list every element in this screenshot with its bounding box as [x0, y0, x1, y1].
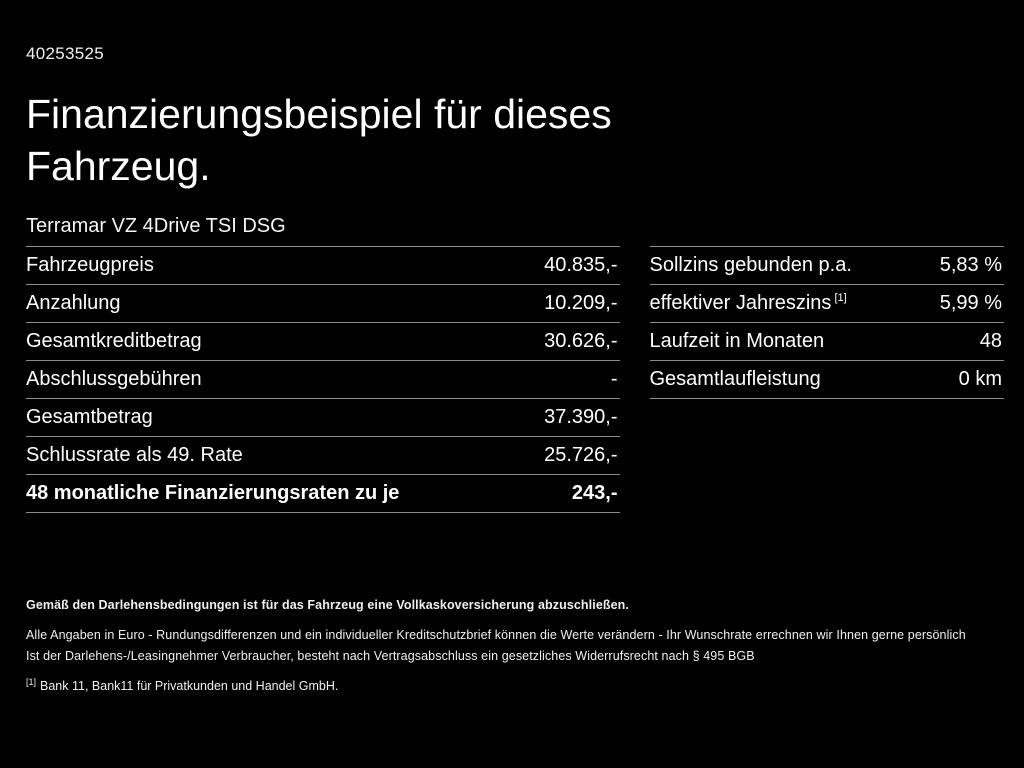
table-row-gesamtbetrag: Gesamtbetrag 37.390,- [26, 399, 620, 437]
table-row-gesamtlaufleistung: Gesamtlaufleistung 0 km [649, 361, 1004, 399]
footnote-marker: [1] [834, 292, 847, 305]
row-label: Anzahlung [26, 291, 121, 314]
table-row-schlussrate: Schlussrate als 49. Rate 25.726,- [26, 437, 620, 475]
footnote-disclaimer-1: Alle Angaben in Euro - Rundungsdifferenz… [26, 628, 966, 642]
row-value: 40.835,- [544, 253, 618, 276]
table-row-abschlussgebuehren: Abschlussgebühren - [26, 361, 620, 399]
row-value: 5,83 % [939, 253, 1002, 276]
row-label: Sollzins gebunden p.a. [649, 253, 852, 276]
row-value: - [610, 367, 618, 390]
footnote-insurance: Gemäß den Darlehensbedingungen ist für d… [26, 598, 629, 612]
table-row-sollzins: Sollzins gebunden p.a. 5,83 % [649, 247, 1004, 285]
row-label: Laufzeit in Monaten [649, 329, 825, 352]
row-value: 48 [979, 329, 1002, 352]
footnote-disclaimer-2: Ist der Darlehens-/Leasingnehmer Verbrau… [26, 649, 755, 663]
table-row-monatsrate: 48 monatliche Finanzierungsraten zu je 2… [26, 475, 620, 513]
footnote-ref-marker: [1] [26, 677, 37, 687]
table-row-fahrzeugpreis: Fahrzeugpreis 40.835,- [26, 247, 620, 285]
row-label: Abschlussgebühren [26, 367, 202, 390]
row-label: 48 monatliche Finanzierungsraten zu je [26, 481, 400, 504]
row-label: Gesamtlaufleistung [649, 367, 821, 390]
row-label: Gesamtbetrag [26, 405, 153, 428]
footnote-reference: [1] Bank 11, Bank11 für Privatkunden und … [26, 677, 1000, 693]
financing-tables: Fahrzeugpreis 40.835,- Anzahlung 10.209,… [26, 245, 1004, 513]
row-value: 25.726,- [544, 443, 618, 466]
row-label: Schlussrate als 49. Rate [26, 443, 243, 466]
table-row-anzahlung: Anzahlung 10.209,- [26, 285, 620, 323]
row-label: effektiver Jahreszins [1] [649, 291, 847, 314]
page-title: Finanzierungsbeispiel für dieses Fahrzeu… [26, 91, 612, 190]
table-row-laufzeit: Laufzeit in Monaten 48 [649, 323, 1004, 361]
row-value: 30.626,- [544, 329, 618, 352]
finance-price-table: Fahrzeugpreis 40.835,- Anzahlung 10.209,… [26, 245, 620, 513]
row-value: 5,99 % [939, 291, 1002, 314]
row-value: 0 km [958, 367, 1002, 390]
table-row-effektiver-jahreszins: effektiver Jahreszins [1] 5,99 % [649, 285, 1004, 323]
row-value: 10.209,- [544, 291, 618, 314]
row-label: Fahrzeugpreis [26, 253, 154, 276]
finance-conditions-table: Sollzins gebunden p.a. 5,83 % effektiver… [649, 245, 1004, 399]
table-row-gesamtkreditbetrag: Gesamtkreditbetrag 30.626,- [26, 323, 620, 361]
row-value: 37.390,- [544, 405, 618, 428]
row-label: Gesamtkreditbetrag [26, 329, 202, 352]
document-id: 40253525 [26, 44, 105, 63]
row-value: 243,- [571, 481, 618, 504]
vehicle-name: Terramar VZ 4Drive TSI DSG [26, 214, 286, 237]
footnote-ref-text: Bank 11, Bank11 für Privatkunden und Han… [40, 679, 339, 694]
footnotes-section: Gemäß den Darlehensbedingungen ist für d… [26, 598, 1000, 693]
